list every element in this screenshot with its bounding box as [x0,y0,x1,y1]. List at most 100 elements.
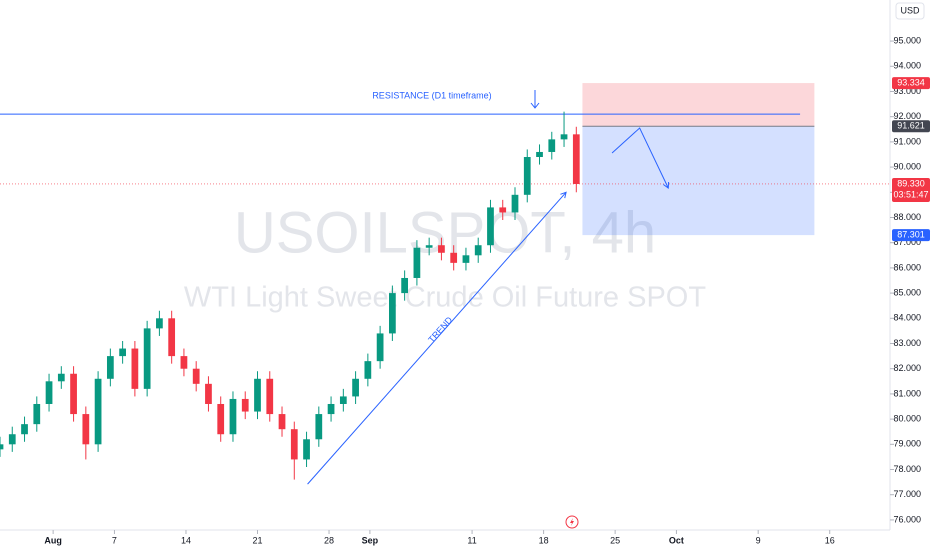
candle-body [33,403,41,425]
y-tick-label: 84.000 [893,313,921,323]
y-tick-label: 80.000 [893,413,921,423]
y-tick-label: 92.000 [893,111,921,121]
price-label-box [892,120,930,133]
trend-line [307,191,567,485]
x-tick-label: Sep [362,535,379,545]
x-tick-label: Aug [44,535,62,545]
candle-body [523,157,531,195]
candle-body [364,361,372,379]
projection-arrowhead [663,181,670,189]
candle-body [499,207,507,213]
x-tick-label: 25 [610,535,620,545]
y-tick-label: 76.000 [893,514,921,524]
candle-body [8,434,16,445]
x-tick-label: 16 [825,535,835,545]
price-label: 89.330 [897,178,925,188]
candle-body [168,318,176,357]
watermark-name: WTI Light Sweet Crude Oil Future SPOT [184,282,706,314]
x-tick-label: Oct [669,535,684,545]
candle-body [376,333,384,362]
candle-body [327,403,335,415]
price-label-box [892,177,930,202]
lightning-icon[interactable] [565,515,579,529]
candle-body [229,398,237,435]
x-tick-label: 7 [112,535,117,545]
y-tick-label: 83.000 [893,338,921,348]
candle-body [143,328,151,389]
candle-body [217,403,225,435]
candle-body [254,378,261,412]
candle-body [290,429,298,460]
y-tick-label: 77.000 [893,489,921,499]
candle-body [474,245,482,256]
resistance-arrow [530,90,540,109]
candle-body [0,444,4,450]
candle-body [180,356,188,369]
candle-body [70,373,77,415]
candle-body [205,383,212,404]
projection-path [611,127,669,189]
y-tick-label: 86.000 [893,262,921,272]
y-tick-label: 95.000 [893,35,921,45]
candle-body [303,439,310,460]
price-label: 91.621 [897,121,925,131]
y-tick-label: 82.000 [893,363,921,373]
candle-body [315,414,323,440]
trend-arrowhead [560,191,567,199]
candle-body [57,373,65,382]
y-tick-label: 94.000 [893,61,921,71]
watermark-symbol: USOILSPOT, 4h [234,200,656,265]
resistance-label: RESISTANCE (D1 timeframe) [372,91,491,101]
x-tick-label: 28 [324,535,334,545]
candle-body [82,414,90,445]
countdown-label: 03:51:47 [893,189,928,199]
candle-body [131,348,139,389]
y-tick-label: 87.000 [893,237,921,247]
price-label: 87.301 [897,229,925,239]
candle-body [450,252,458,263]
y-tick-label: 91.000 [893,136,921,146]
price-label-box [892,229,930,242]
y-tick-label: 81.000 [893,388,921,398]
target-zone [582,126,815,236]
y-tick-label: 90.000 [893,161,921,171]
candle-body [438,245,445,253]
x-tick-label: 14 [181,535,191,545]
candle-body [339,396,347,404]
watermark: USOILSPOT, 4h WTI Light Sweet Crude Oil … [184,200,706,313]
candle-body [21,424,28,435]
price-label: 93.334 [897,77,925,87]
candle-body [94,378,102,445]
currency-button[interactable] [895,2,925,20]
candle-body [401,277,409,294]
y-tick-label: 93.000 [893,86,921,96]
y-tick-label: 88.000 [893,212,921,222]
candle-body [511,194,519,213]
candle-body [413,247,421,278]
candle-body [462,255,470,263]
candle-body [389,293,396,334]
candle-body [487,207,494,246]
y-tick-label: 79.000 [893,439,921,449]
candle-body [45,381,53,404]
candle-body [548,139,556,152]
candle-body [352,378,359,397]
candle-body [156,318,163,329]
candle-body [278,414,286,430]
x-tick-label: 21 [252,535,262,545]
candle-body [241,398,249,412]
x-tick-label: 18 [539,535,549,545]
candle-body [192,368,200,384]
x-tick-label: 11 [467,535,476,545]
y-tick-label: 85.000 [893,287,921,297]
currency-label: USD [900,5,920,15]
stop-zone [582,83,815,127]
price-label-box [892,77,930,90]
candle-body [536,151,543,158]
candle-body [560,134,568,140]
x-tick-label: 9 [756,535,761,545]
y-tick-label: 78.000 [893,464,921,474]
candle-body [119,348,126,357]
